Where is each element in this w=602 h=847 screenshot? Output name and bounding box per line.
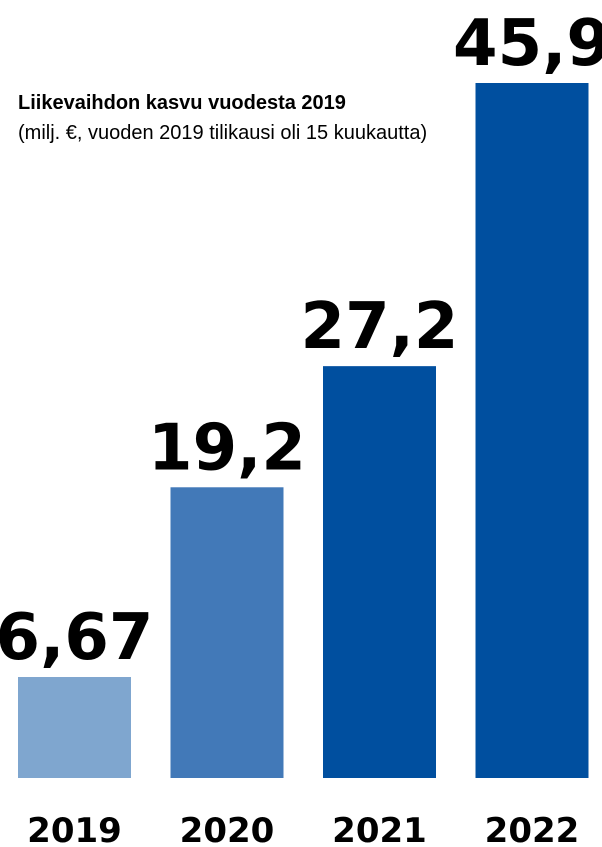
chart-title: Liikevaihdon kasvu vuodesta 2019 [18, 92, 346, 114]
bar-2020 [170, 487, 284, 778]
value-label-2021: 27,2 [301, 290, 459, 364]
bar-2022 [475, 83, 589, 778]
category-label-2019: 2019 [27, 811, 122, 847]
value-labels-group: 6,67 19,2 27,2 45,9 [0, 7, 602, 675]
bar-2021 [323, 366, 436, 778]
value-label-2020: 19,2 [148, 411, 306, 485]
bar-2019 [18, 677, 131, 778]
category-label-2020: 2020 [180, 811, 275, 847]
chart-subtitle: (milj. €, vuoden 2019 tilikausi oli 15 k… [18, 122, 428, 144]
category-label-2022: 2022 [485, 811, 580, 847]
category-label-2021: 2021 [332, 811, 427, 847]
chart-title-block: Liikevaihdon kasvu vuodesta 2019 (milj. … [18, 88, 438, 148]
value-label-2022: 45,9 [453, 7, 602, 81]
value-label-2019: 6,67 [0, 601, 153, 675]
bars-group [18, 83, 589, 778]
category-labels-group: 2019 2020 2021 2022 [27, 811, 579, 847]
